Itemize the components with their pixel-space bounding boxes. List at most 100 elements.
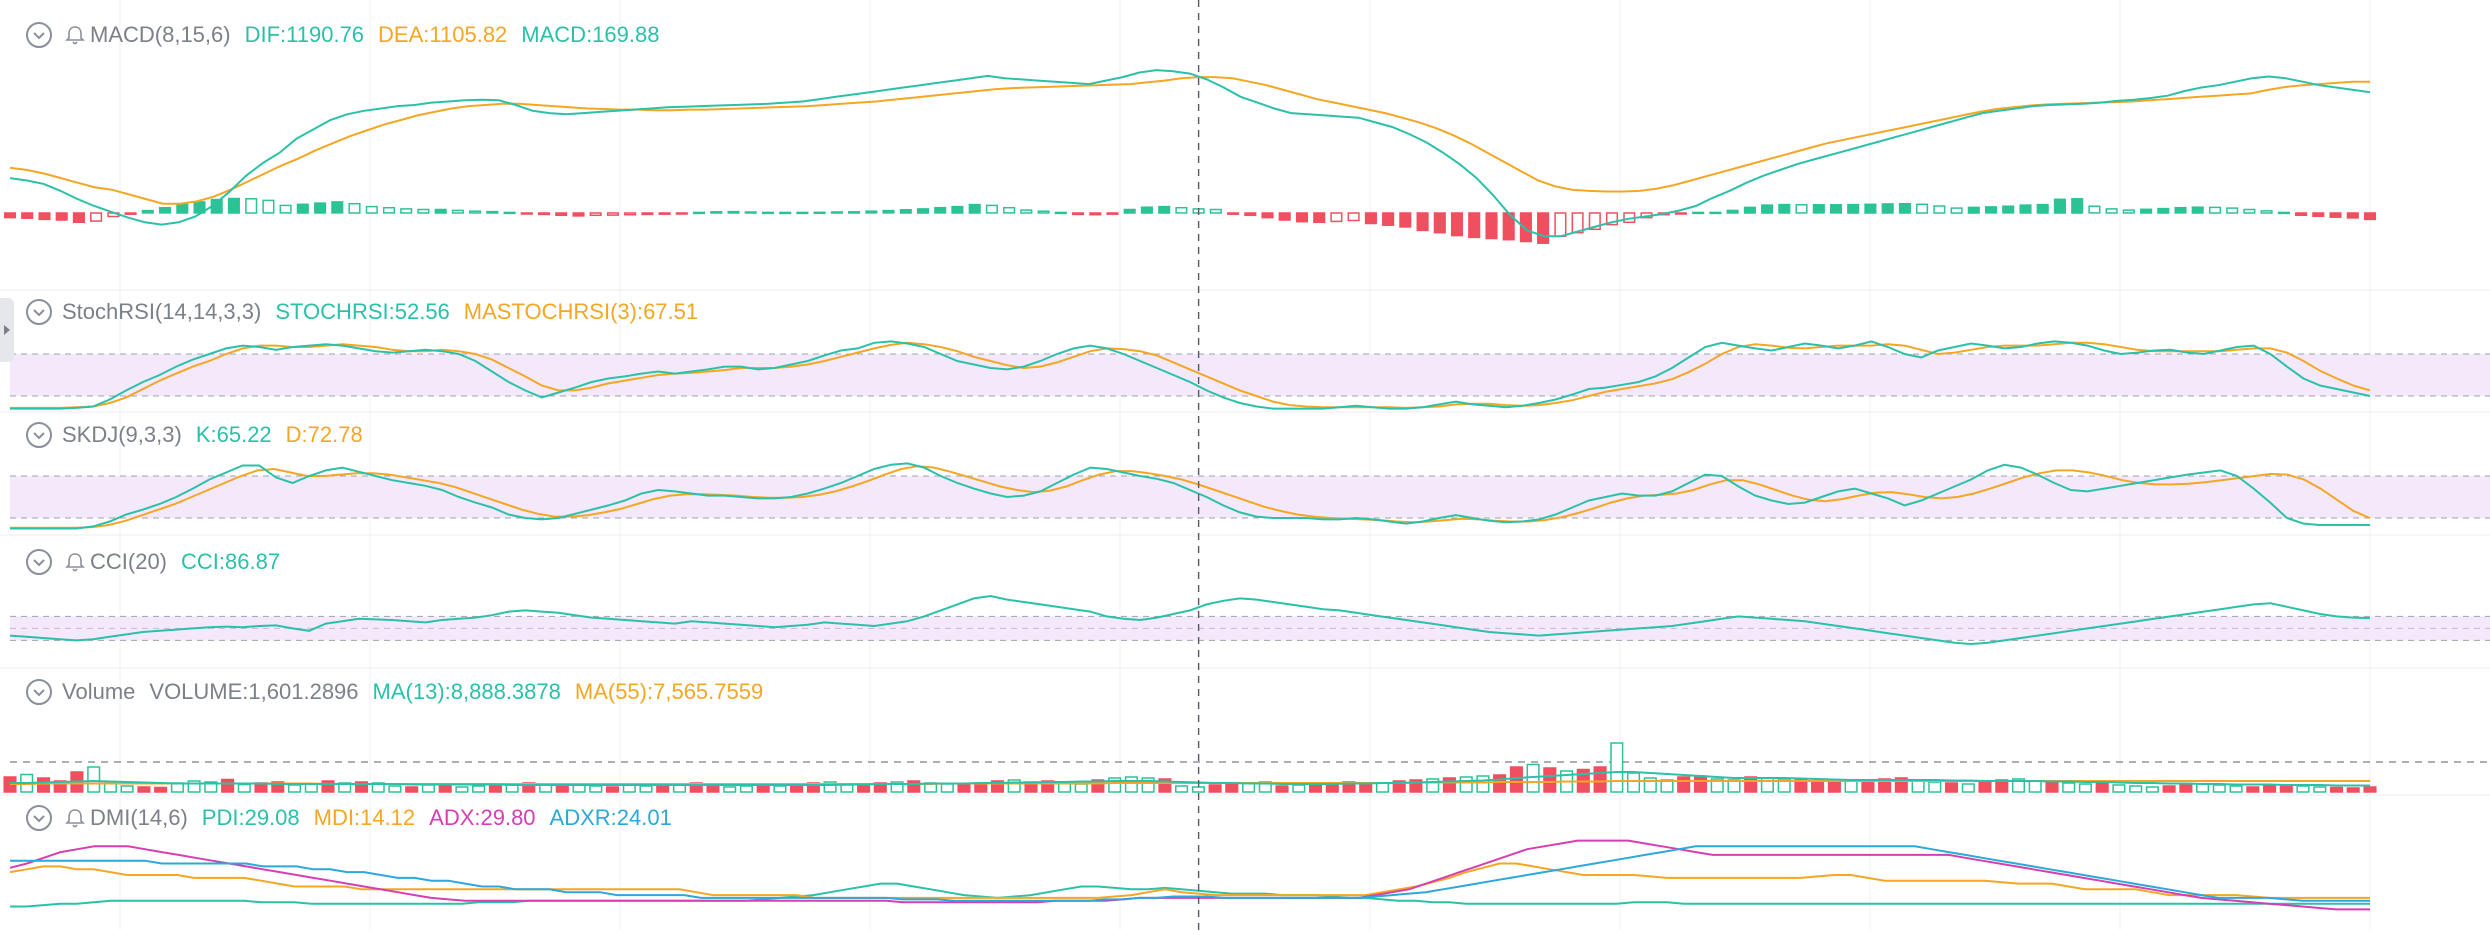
macd-histogram-bar: [2277, 211, 2290, 215]
volume-bar: [1392, 780, 1406, 793]
macd-histogram-bar: [985, 204, 998, 214]
side-panel-toggle-handle[interactable]: [0, 298, 14, 362]
macd-dea-value: DEA:1105.82: [378, 22, 508, 47]
cci-collapse-chevron-icon[interactable]: [26, 549, 52, 575]
macd-histogram-bar: [1330, 212, 1343, 223]
macd-histogram-bar: [1054, 211, 1067, 215]
volume-bar: [672, 784, 687, 793]
volume-bar: [2346, 787, 2360, 793]
volume-bar: [405, 786, 419, 793]
volume-bar: [1509, 766, 1523, 793]
volume-bar: [1610, 742, 1624, 793]
macd-histogram-bar: [1967, 206, 1980, 214]
volume-bar: [723, 786, 737, 793]
dmi-collapse-chevron-icon[interactable]: [26, 805, 52, 831]
volume-bar: [2062, 782, 2076, 793]
macd-histogram-bar: [2071, 198, 2084, 214]
volume-bar: [1208, 784, 1222, 793]
volume-ma13-value: MA(13):8,888.3878: [372, 679, 561, 704]
macd-histogram-bar: [1692, 211, 1705, 215]
volume-bar: [890, 781, 904, 793]
volume-bar: [1141, 777, 1155, 793]
volume-bar: [154, 786, 168, 793]
volume-bar: [2263, 785, 2277, 793]
volume-bar: [1526, 763, 1540, 793]
macd-histogram-bar: [2329, 212, 2342, 218]
overbought-oversold-band: [10, 354, 2490, 396]
macd-histogram-bar: [916, 208, 930, 214]
macd-histogram-bar: [262, 199, 275, 214]
macd-histogram-bar: [848, 211, 861, 214]
volume-bar: [321, 780, 335, 793]
macd-histogram-bar: [1795, 204, 1808, 214]
macd-histogram-bar: [1261, 212, 1274, 219]
macd-histogram-bar: [1037, 210, 1050, 214]
macd-histogram-bar: [882, 209, 895, 214]
macd-histogram-bar: [2208, 206, 2222, 214]
macd-histogram-bar: [227, 197, 240, 214]
macd-histogram-bar: [1916, 203, 1929, 214]
macd-histogram-bar: [72, 212, 85, 224]
cci-alert-bell-icon[interactable]: [62, 549, 88, 575]
stochrsi-collapse-chevron-icon[interactable]: [26, 299, 52, 325]
macd-histogram-bar: [1933, 205, 1946, 214]
macd-histogram-bar: [2312, 212, 2325, 218]
volume-bar: [957, 784, 971, 793]
macd-histogram-bar: [3, 212, 17, 219]
macd-dif-value: DIF:1190.76: [244, 22, 365, 47]
macd-histogram-bar: [2122, 209, 2135, 214]
dmi-adxr-line: [10, 845, 2370, 902]
volume-bar: [555, 785, 569, 793]
volume-bar: [2145, 786, 2159, 793]
dmi-alert-bell-icon[interactable]: [62, 805, 88, 831]
macd-alert-bell-icon[interactable]: [62, 22, 88, 48]
volume-bar: [739, 785, 753, 793]
macd-histogram-bar: [727, 210, 740, 214]
volume-bar: [1074, 783, 1088, 793]
volume-name: Volume: [62, 679, 136, 704]
macd-histogram-bar: [658, 212, 671, 215]
macd-histogram-bar: [417, 208, 430, 214]
cci-value: CCI:86.87: [181, 549, 281, 574]
volume-bar: [304, 783, 318, 793]
macd-collapse-chevron-icon[interactable]: [26, 22, 52, 48]
volume-bar: [1493, 774, 1507, 793]
macd-histogram-bar: [176, 203, 189, 214]
macd-histogram-bar: [710, 211, 723, 214]
macd-histogram-bar: [537, 212, 551, 216]
bands: [10, 353, 2490, 763]
volume-collapse-chevron-icon[interactable]: [26, 679, 52, 705]
volume-bar: [421, 784, 435, 793]
macd-histogram-bar: [2260, 210, 2273, 214]
macd-histogram-bar: [1537, 212, 1550, 244]
macd-histogram-bar: [331, 201, 344, 214]
volume-bar: [1677, 776, 1691, 793]
macd-histogram-bar: [245, 198, 258, 214]
macd-histogram-bar: [968, 203, 981, 214]
volume-bar: [1375, 782, 1390, 793]
macd-histogram-bar: [486, 210, 499, 214]
volume-bar: [221, 778, 235, 793]
macd-dif-line: [9, 69, 2371, 238]
macd-histogram-bar: [2346, 212, 2359, 219]
macd-histogram-bar: [2019, 204, 2032, 214]
skdj-collapse-chevron-icon[interactable]: [26, 422, 52, 448]
macd-histogram-bar: [365, 205, 378, 214]
macd-histogram-bar: [90, 212, 103, 222]
volume-bar: [271, 781, 285, 793]
macd-histogram-bar: [382, 206, 396, 214]
macd-histogram-bar: [606, 212, 619, 216]
dmi-mdi-line: [9, 862, 2370, 899]
macd-histogram-bar: [314, 202, 327, 214]
skdj-k-value: K:65.22: [195, 422, 272, 447]
macd-histogram-bar: [1519, 212, 1532, 243]
skdj-d-line: [10, 465, 2371, 529]
volume-bar: [1275, 785, 1289, 793]
dmi-adx-value: ADX:29.80: [429, 805, 536, 830]
macd-histogram-bar: [934, 206, 947, 214]
volume-bar: [622, 784, 636, 793]
volume-bar: [2028, 780, 2042, 793]
stochrsi-line: [10, 340, 2371, 410]
